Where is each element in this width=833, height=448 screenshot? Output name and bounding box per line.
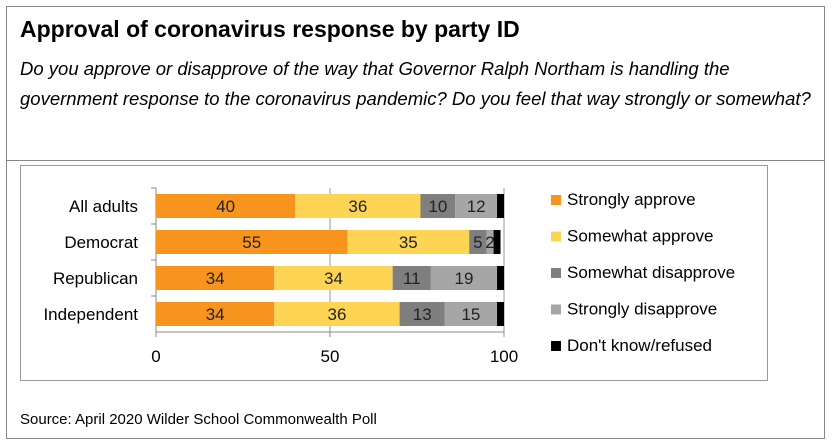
- chart-subtitle: Do you approve or disapprove of the way …: [20, 58, 811, 109]
- data-label: 36: [348, 197, 367, 216]
- bar-segment: [156, 194, 296, 218]
- data-label: 2: [485, 233, 494, 252]
- source-note: Source: April 2020 Wilder School Commonw…: [20, 411, 377, 428]
- data-label: 34: [206, 305, 225, 324]
- data-label: 10: [428, 197, 447, 216]
- bar-segment: [156, 266, 275, 290]
- data-label: 11: [403, 269, 421, 288]
- plot-area: [20, 165, 768, 381]
- legend-swatch: [551, 231, 561, 242]
- bar-segment: [274, 266, 393, 290]
- category-label: Republican: [53, 269, 138, 288]
- bar-segment: [444, 302, 498, 326]
- bar-segment: [156, 230, 348, 254]
- x-tick-label: 50: [321, 347, 340, 366]
- legend-label: Somewhat disapprove: [567, 263, 735, 282]
- data-label: 36: [327, 305, 346, 324]
- bar-segment: [430, 266, 498, 290]
- bar-segment: [420, 194, 456, 218]
- bar-segment: [469, 230, 487, 254]
- legend-swatch: [551, 341, 561, 351]
- bar-segment: [156, 302, 275, 326]
- bar-segment: [486, 230, 494, 254]
- category-label: All adults: [69, 197, 138, 216]
- data-label: 40: [216, 197, 235, 216]
- bar-segment: [295, 194, 421, 218]
- chart-title: Approval of coronavirus response by part…: [20, 16, 520, 42]
- legend-label: Strongly approve: [567, 190, 696, 209]
- data-label: 19: [455, 269, 474, 288]
- bar-segment: [347, 230, 470, 254]
- bar-segment: [497, 194, 504, 218]
- bar-segment: [497, 302, 504, 326]
- legend-label: Strongly disapprove: [567, 300, 717, 319]
- divider: [6, 160, 825, 161]
- bar-segment: [497, 266, 504, 290]
- bar-segment: [399, 302, 445, 326]
- bar-segment: [493, 230, 501, 254]
- bar-segment: [455, 194, 498, 218]
- data-label: 5: [473, 233, 482, 252]
- x-tick-label: 0: [151, 347, 160, 366]
- data-label: 34: [206, 269, 225, 288]
- legend-label: Don't know/refused: [567, 336, 712, 355]
- legend-label: Somewhat approve: [567, 227, 713, 246]
- data-label: 34: [324, 269, 343, 288]
- category-label: Independent: [43, 305, 138, 324]
- legend-swatch: [551, 195, 561, 205]
- data-label: 13: [413, 305, 432, 324]
- data-label: 35: [399, 233, 418, 252]
- bar-segment: [392, 266, 431, 290]
- x-tick-label: 100: [490, 347, 518, 366]
- legend-swatch: [551, 304, 561, 315]
- legend-swatch: [551, 268, 561, 278]
- data-label: 55: [242, 233, 261, 252]
- data-label: 12: [467, 197, 486, 216]
- bar-segment: [274, 302, 400, 326]
- chart-frame: [6, 6, 825, 439]
- data-label: 15: [461, 305, 480, 324]
- category-label: Democrat: [64, 233, 138, 252]
